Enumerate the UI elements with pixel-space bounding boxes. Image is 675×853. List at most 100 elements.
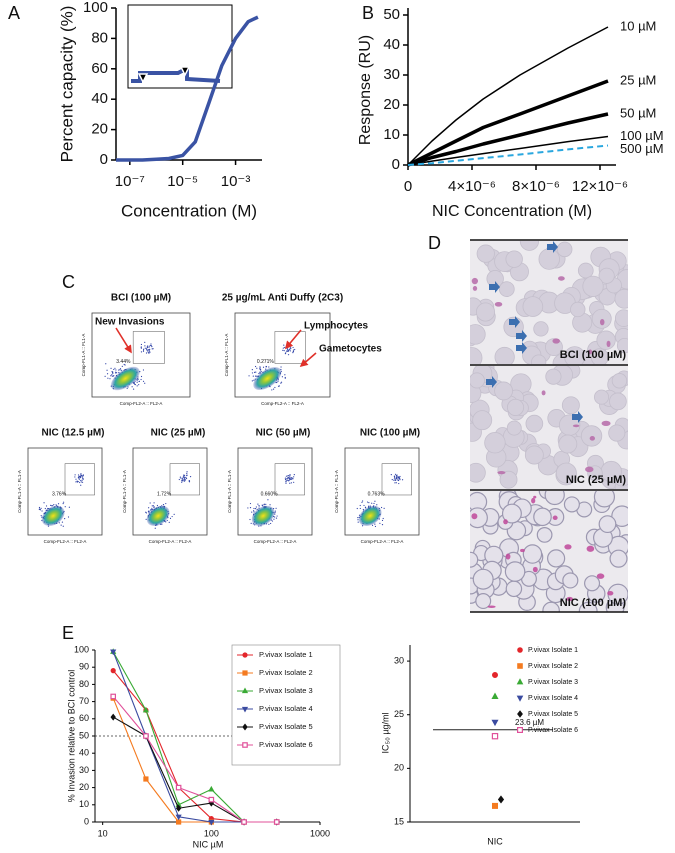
event-dot (179, 476, 181, 478)
event-dot (183, 477, 186, 479)
event-dot (123, 363, 125, 366)
event-dot (275, 507, 277, 509)
event-dot (284, 477, 287, 479)
event-dot (144, 341, 146, 343)
event-dot (289, 350, 291, 352)
marker (242, 742, 248, 748)
event-dot (275, 517, 278, 519)
event-dot (253, 371, 256, 373)
event-dot (113, 368, 115, 371)
event-dot (168, 521, 170, 523)
event-dot (250, 522, 252, 524)
gate-percent: 0.660% (261, 491, 279, 497)
flow-x-label: Comp-FL2-A :: FL2-A (361, 539, 404, 544)
event-dot (398, 482, 400, 485)
event-dot (288, 346, 290, 348)
event-dot (50, 504, 52, 506)
event-dot (133, 382, 135, 384)
event-dot (110, 375, 112, 377)
marker (241, 687, 249, 694)
y-axis-label: % Invasion relative to BCI control (66, 670, 76, 803)
flow-x-label: Comp-FL2-A :: FL2-A (149, 539, 192, 544)
event-dot (183, 480, 186, 482)
event-dot (171, 515, 173, 518)
event-dot (106, 369, 108, 371)
blood-cell (563, 496, 580, 513)
event-dot (368, 502, 370, 504)
event-dot (147, 345, 149, 347)
x-tick-label: 10⁻³ (221, 173, 251, 190)
event-dot (77, 477, 79, 479)
flow-y-label: Comp-FL1-A :: FL1-A (224, 334, 229, 377)
blood-cell (475, 593, 492, 610)
x-tick-label: 8×10⁻⁶ (512, 178, 560, 195)
annotation: Lymphocytes (304, 321, 369, 332)
event-dot (151, 345, 153, 348)
event-dot (148, 350, 151, 352)
marker (491, 719, 499, 727)
x-tick-label: 10 (98, 828, 108, 838)
event-dot (107, 377, 109, 379)
y-tick-label: 20 (91, 121, 108, 138)
panel-letter: B (362, 3, 374, 23)
event-dot (145, 348, 148, 350)
parasite (505, 553, 511, 560)
event-dot (38, 506, 41, 509)
parasite (564, 544, 572, 550)
event-dot (292, 351, 294, 354)
event-dot (136, 379, 138, 381)
event-dot (186, 472, 188, 474)
marker (208, 785, 215, 792)
y-axis-label: IC₅₀ µg/ml (380, 712, 390, 753)
event-dot (149, 351, 151, 353)
event-dot (287, 476, 290, 479)
event-dot (185, 476, 187, 479)
pointer-arrow (547, 241, 558, 253)
event-dot (41, 510, 43, 512)
event-dot (288, 475, 290, 477)
event-dot (289, 346, 292, 348)
pointer-arrow (516, 342, 527, 354)
data-line (407, 135, 609, 166)
y-tick-label: 30 (383, 66, 400, 83)
event-dot (182, 476, 184, 479)
event-dot (271, 389, 273, 391)
event-dot (359, 504, 361, 507)
event-dot (61, 521, 64, 523)
marker (143, 733, 149, 739)
gate (274, 331, 306, 364)
event-dot (280, 382, 282, 384)
event-dot (281, 376, 283, 378)
event-dot (62, 502, 64, 505)
event-dot (142, 369, 145, 371)
event-dot (144, 347, 146, 349)
gate (274, 463, 305, 496)
event-dot (104, 375, 106, 377)
event-dot (121, 365, 123, 367)
blood-cell (578, 601, 598, 612)
blood-cell (561, 396, 580, 415)
event-dot (254, 507, 257, 510)
event-dot (290, 482, 293, 484)
event-dot (148, 510, 150, 512)
y-axis-label: Response (RU) (357, 35, 374, 145)
annotation: New Invasions (95, 317, 165, 328)
event-dot (134, 383, 136, 386)
blood-cell (577, 262, 594, 279)
event-dot (148, 346, 151, 348)
event-dot (357, 521, 359, 523)
gate-percent: 0.763% (368, 491, 386, 497)
event-dot (140, 343, 143, 346)
event-dot (380, 506, 383, 509)
blood-cell (547, 549, 566, 568)
flow-y-label: Comp-FL1-A :: FL1-A (17, 470, 22, 513)
blood-cell (582, 275, 604, 297)
event-dot (111, 374, 113, 376)
x-tick-label: 10⁻⁷ (115, 173, 145, 190)
blood-cell (522, 544, 543, 564)
event-dot (126, 387, 128, 390)
y-tick-label: 20 (383, 96, 400, 113)
y-tick-label: 90 (79, 662, 89, 672)
parasite (599, 318, 605, 326)
event-dot (277, 385, 280, 387)
